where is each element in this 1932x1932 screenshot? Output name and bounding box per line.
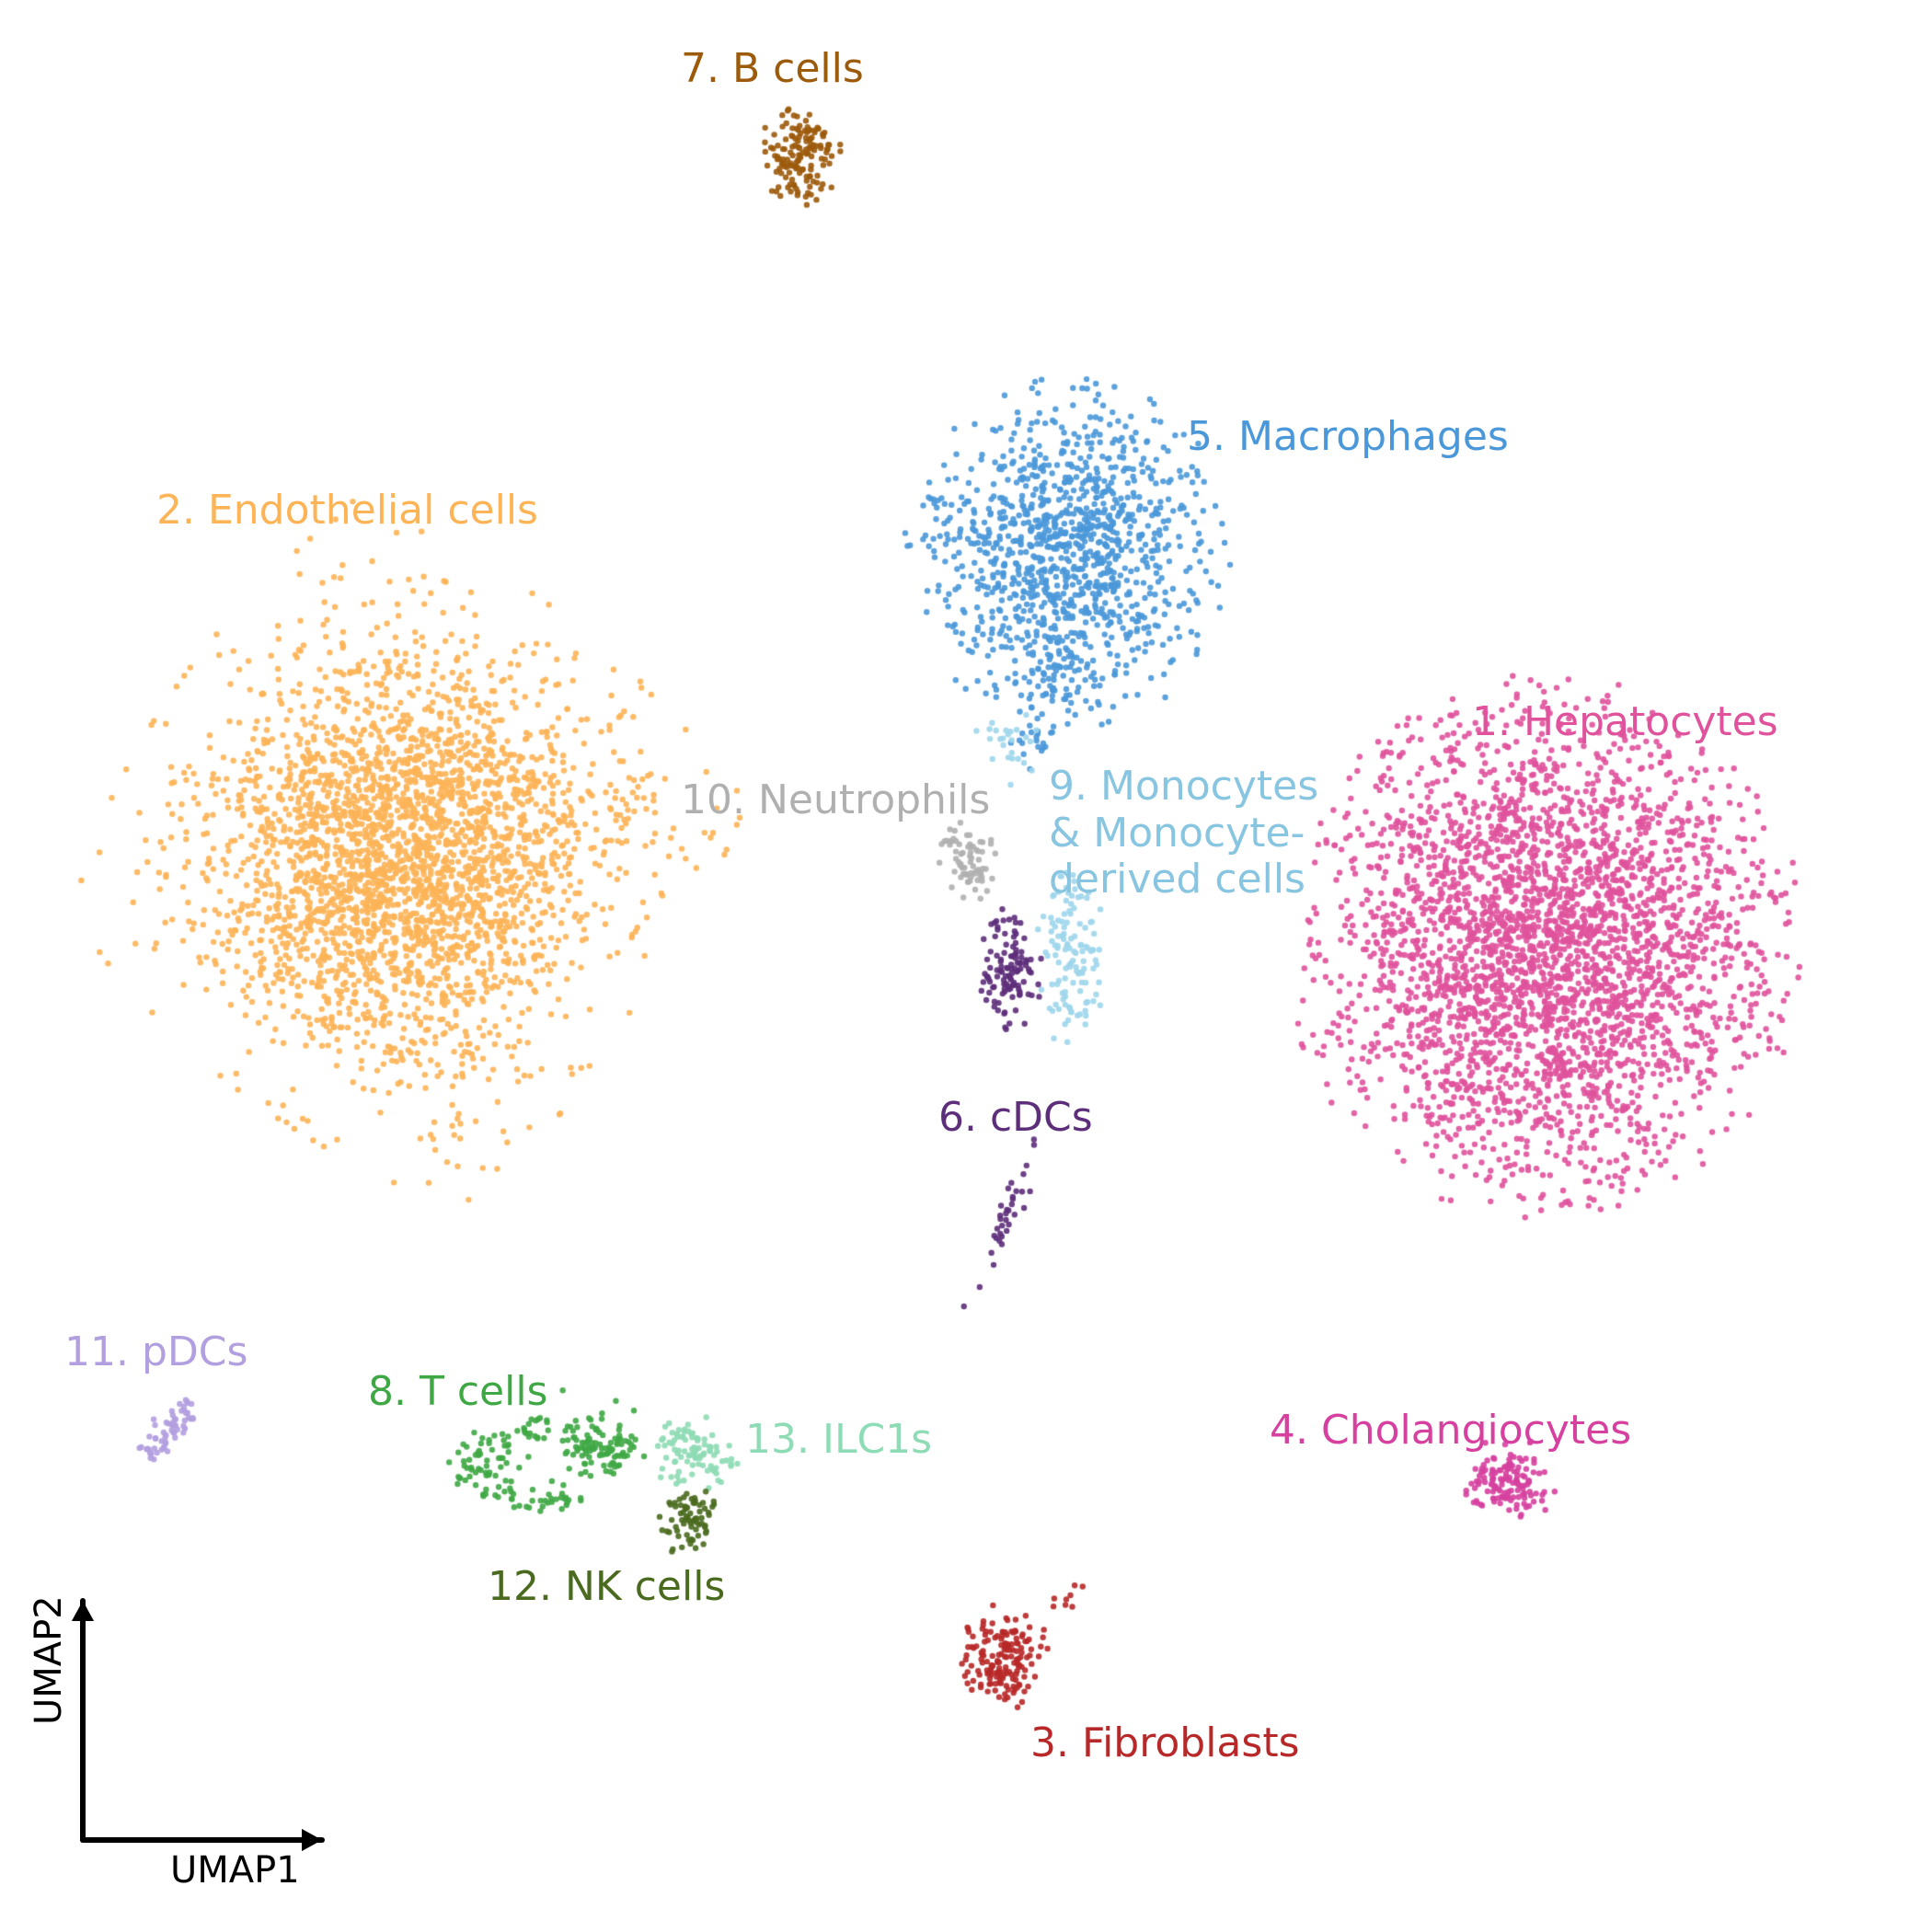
cluster-label-13: 13. ILC1s	[745, 1417, 932, 1464]
cluster-label-11: 11. pDCs	[64, 1329, 247, 1376]
x-axis-label: UMAP1	[170, 1849, 300, 1892]
cluster-label-8: 8. T cells	[368, 1369, 547, 1416]
cluster-label-9: 9. Monocytes& Monocyte-derived cells	[1049, 764, 1318, 903]
cluster-label-3: 3. Fibroblasts	[1030, 1720, 1300, 1767]
cluster-label-6: 6. cDCs	[938, 1095, 1093, 1142]
cluster-label-10: 10. Neutrophils	[681, 777, 990, 824]
cluster-label-4: 4. Cholangiocytes	[1270, 1408, 1631, 1455]
cluster-label-2: 2. Endothelial cells	[156, 488, 538, 535]
cluster-label-12: 12. NK cells	[488, 1564, 725, 1611]
cluster-label-5: 5. Macrophages	[1187, 414, 1509, 461]
cluster-label-1: 1. Hepatocytes	[1472, 699, 1778, 746]
y-axis-label: UMAP2	[28, 1595, 70, 1725]
umap-scatter-plot	[0, 0, 1932, 1932]
cluster-label-7: 7. B cells	[681, 46, 864, 93]
